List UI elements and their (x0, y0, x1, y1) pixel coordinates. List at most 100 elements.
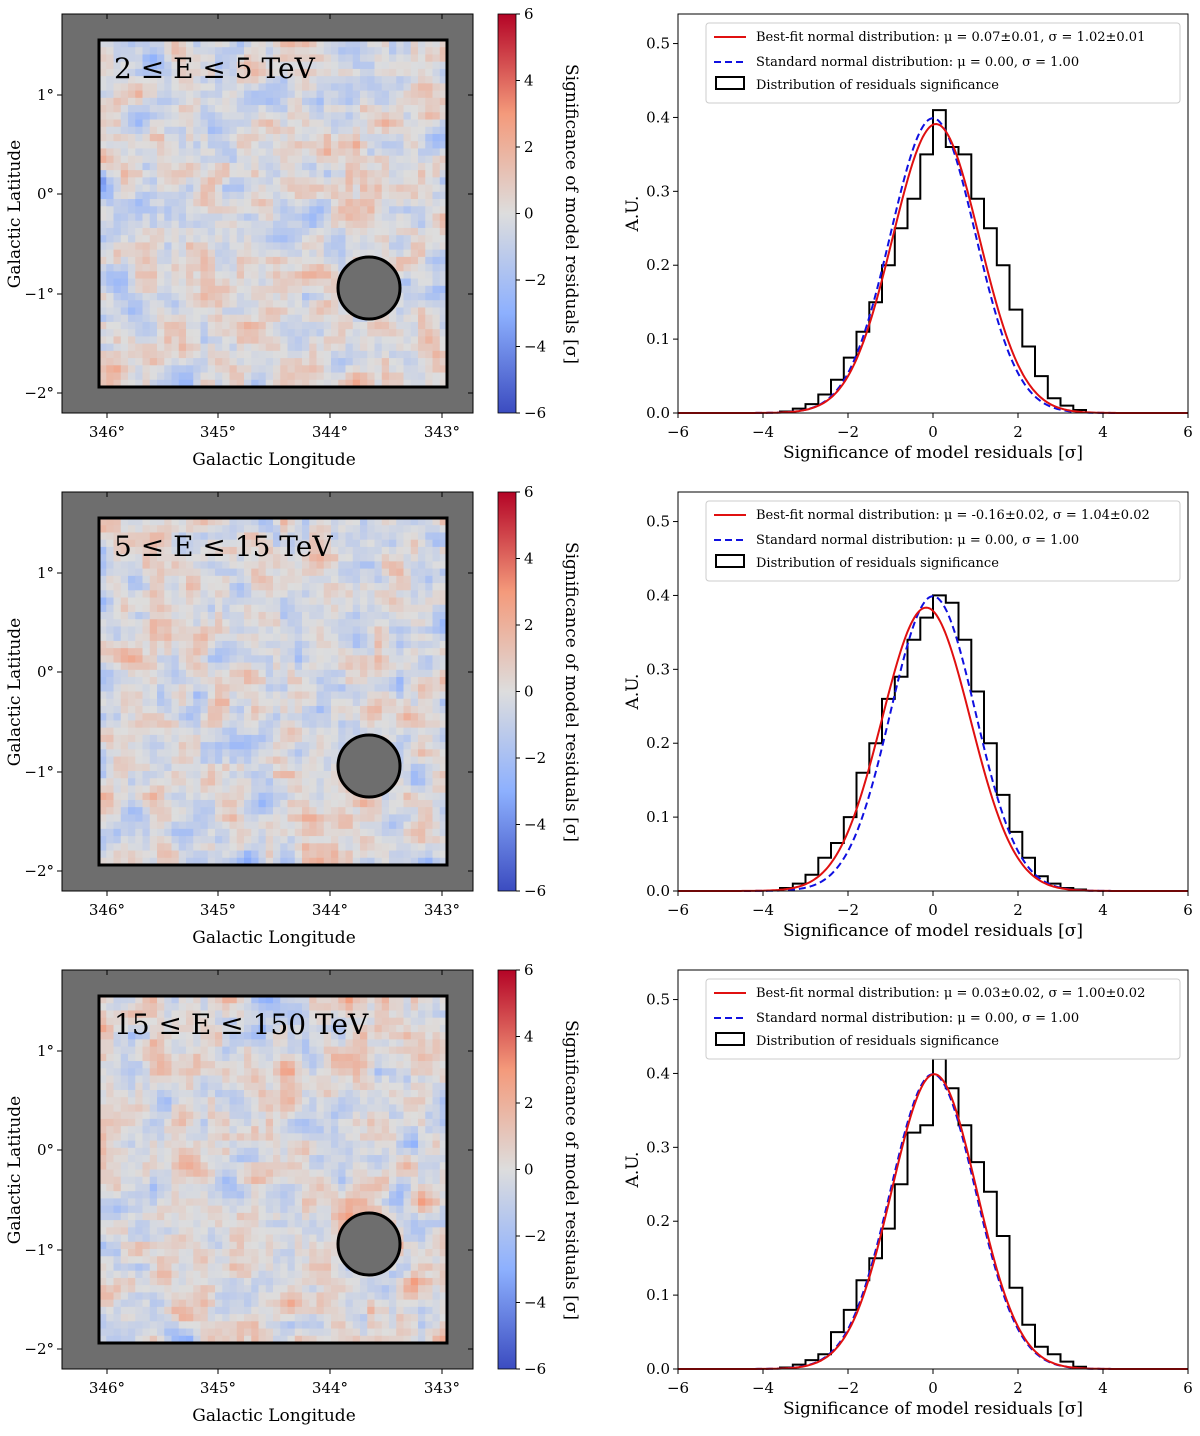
map-pixel (121, 177, 129, 185)
map-pixel (157, 677, 165, 685)
map-pixel (208, 373, 216, 381)
map-pixel (172, 785, 180, 793)
map-pixel (208, 728, 216, 736)
map-pixel (128, 264, 136, 272)
map-pixel (411, 742, 419, 750)
colorbar-label: Significance of model residuals [σ] (561, 542, 581, 842)
map-pixel (208, 684, 216, 692)
map-pixel (425, 76, 433, 84)
map-pixel (157, 829, 165, 837)
map-pixel (237, 351, 245, 359)
map-pixel (128, 286, 136, 294)
map-pixel (172, 322, 180, 330)
map-pixel (244, 800, 252, 808)
map-pixel (186, 127, 194, 135)
map-pixel (309, 365, 317, 373)
map-pixel (164, 293, 172, 301)
map-pixel (324, 590, 332, 598)
map-pixel (172, 279, 180, 287)
map-pixel (433, 757, 441, 765)
map-pixel (266, 293, 274, 301)
map-pixel (230, 91, 238, 99)
map-pixel (230, 583, 238, 591)
map-pixel (389, 214, 397, 222)
map-pixel (186, 235, 194, 243)
map-pixel (251, 814, 259, 822)
map-pixel (382, 655, 390, 663)
map-pixel (143, 351, 151, 359)
map-pixel (237, 569, 245, 577)
map-pixel (143, 365, 151, 373)
map-pixel (317, 105, 325, 113)
map-pixel (280, 677, 288, 685)
map-pixel (396, 547, 404, 555)
map-pixel (222, 677, 230, 685)
map-pixel (157, 105, 165, 113)
map-pixel (367, 177, 375, 185)
map-pixel (251, 771, 259, 779)
map-pixel (280, 120, 288, 128)
map-pixel (114, 141, 122, 149)
map-pixel (425, 670, 433, 678)
map-pixel (150, 728, 158, 736)
map-pixel (121, 634, 129, 642)
map-pixel (375, 141, 383, 149)
map-pixel (128, 177, 136, 185)
map-pixel (143, 641, 151, 649)
map-pixel (411, 814, 419, 822)
map-pixel (251, 836, 259, 844)
map-pixel (186, 706, 194, 714)
map-pixel (338, 206, 346, 214)
map-pixel (179, 807, 187, 815)
map-pixel (222, 329, 230, 337)
map-pixel (396, 257, 404, 265)
map-pixel (222, 264, 230, 272)
map-pixel (215, 814, 223, 822)
map-pixel (302, 807, 310, 815)
map-pixel (302, 98, 310, 106)
map-pixel (172, 670, 180, 678)
map-pixel (382, 221, 390, 229)
map-pixel (106, 293, 114, 301)
map-pixel (418, 677, 426, 685)
map-pixel (150, 199, 158, 207)
map-pixel (375, 843, 383, 851)
map-pixel (237, 612, 245, 620)
map-pixel (215, 590, 223, 598)
map-pixel (201, 120, 209, 128)
map-pixel (324, 728, 332, 736)
map-pixel (433, 336, 441, 344)
map-pixel (375, 540, 383, 548)
map-pixel (201, 271, 209, 279)
map-pixel (273, 684, 281, 692)
map-pixel (172, 336, 180, 344)
map-pixel (273, 590, 281, 598)
map-pixel (346, 706, 354, 714)
map-pixel (106, 713, 114, 721)
map-pixel (396, 836, 404, 844)
map-pixel (418, 1025, 426, 1033)
map-pixel (338, 822, 346, 830)
map-pixel (273, 663, 281, 671)
map-pixel (179, 286, 187, 294)
map-pixel (208, 807, 216, 815)
map-pixel (375, 554, 383, 562)
map-pixel (338, 336, 346, 344)
map-pixel (193, 641, 201, 649)
map-pixel (353, 720, 361, 728)
map-pixel (179, 749, 187, 757)
map-pixel (237, 293, 245, 301)
map-pixel (433, 598, 441, 606)
map-pixel (135, 655, 143, 663)
map-pixel (396, 141, 404, 149)
map-pixel (215, 192, 223, 200)
map-pixel (382, 351, 390, 359)
map-pixel (317, 692, 325, 700)
map-pixel (280, 221, 288, 229)
map-pixel (411, 677, 419, 685)
map-pixel (251, 785, 259, 793)
map-pixel (331, 228, 339, 236)
map-pixel (418, 532, 426, 540)
map-pixel (433, 778, 441, 786)
map-pixel (331, 851, 339, 859)
